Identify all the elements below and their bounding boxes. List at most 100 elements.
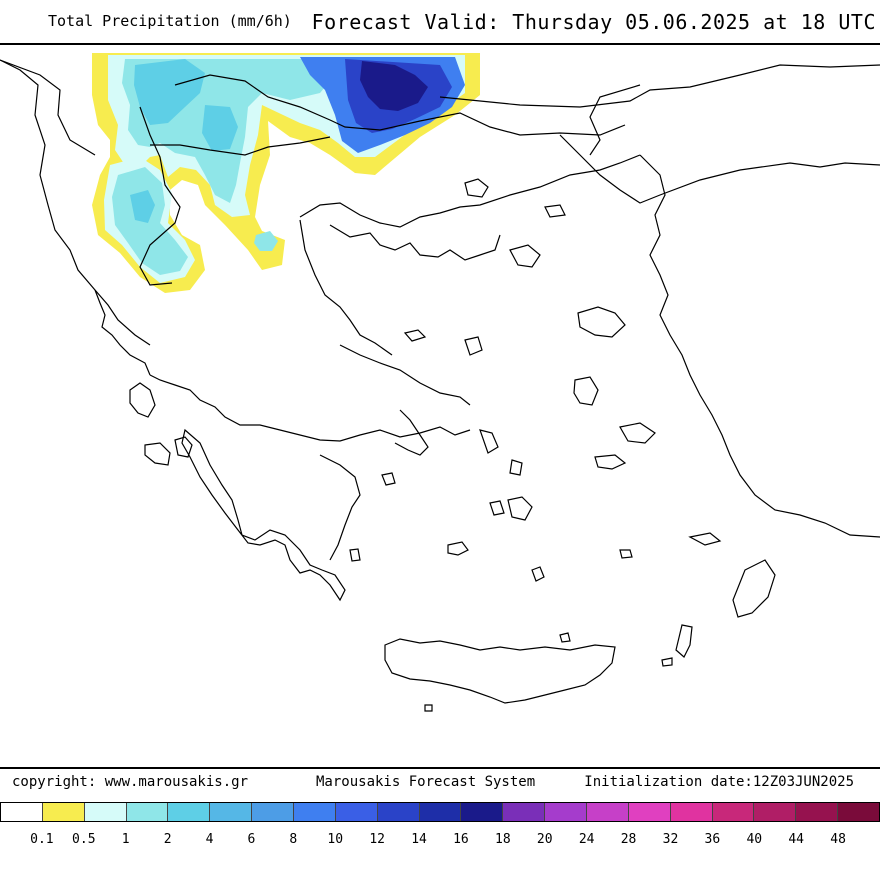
precip-area-intense-core [360,61,428,111]
island-paros [489,500,505,516]
legend-label: 0.5 [72,832,96,847]
copyright-text: copyright: www.marousakis.gr [12,774,249,790]
legend-swatch [1,803,43,821]
legend-label: 32 [662,832,679,847]
legend-swatch [294,803,336,821]
island-santorini [531,566,545,582]
legend-label: 18 [495,832,511,847]
legend-swatch [377,803,420,821]
legend-swatch [838,803,880,821]
legend-label: 10 [327,832,344,847]
legend-swatch [754,803,797,821]
precip-area-moderate-dot [254,231,278,251]
map-canvas [0,53,880,712]
island-ikaria [594,454,627,470]
legend-label: 4 [205,832,214,847]
precip-area-moderate-south [112,167,188,275]
legend-swatch [628,803,671,821]
legend-label: 8 [289,832,298,847]
product-title: Total Precipitation (mm/6h) [48,12,292,30]
legend-swatch [503,803,546,821]
legend-label: 6 [247,832,256,847]
island-tinos [509,459,523,476]
legend-swatch [126,803,169,821]
island-skyros [464,336,483,356]
legend-label: 14 [411,832,427,847]
forecast-valid-time: Forecast Valid: Thursday 05.06.2025 at 1… [311,10,876,34]
island-naxos [507,496,533,521]
legend-swatch [461,803,504,821]
precip-area-heavy-south [130,190,155,223]
map-footer: copyright: www.marousakis.gr Marousakis … [0,771,880,795]
island-rhodes [732,559,776,618]
legend-label: 2 [163,832,172,847]
island-kasos [661,657,673,667]
island-crete [384,638,616,704]
border-hungary [0,59,96,156]
legend-label: 48 [830,832,846,847]
coast-peloponnese-east [319,454,361,561]
precipitation-map [0,43,880,769]
island-thasos [464,178,489,198]
coast-chalkidiki [329,224,501,261]
island-samos [619,422,656,444]
legend-label: 36 [704,832,721,847]
legend-swatch [587,803,629,821]
legend-swatch [168,803,211,821]
legend-swatch [419,803,462,821]
coast-albania-epirus [94,289,151,376]
coast-peloponnese [181,428,346,602]
map-header: Total Precipitation (mm/6h) Forecast Val… [0,0,880,44]
legend-swatch [335,803,378,821]
island-kos [688,532,722,546]
legend-labels: 0.1 0.5 1 2 4 6 8 10 12 14 16 18 20 24 28 32 36 40 44 48 [0,832,880,852]
legend-label: 40 [746,832,763,847]
country-borders [0,59,880,286]
island-samothrace [544,204,566,218]
island-kythira [349,548,361,562]
legend-label: 1 [121,832,130,847]
coast-thessaly [299,219,393,356]
legend-label: 12 [369,832,385,847]
border-greece-north [150,136,331,156]
coast-adriatic [0,59,151,346]
legend-swatch [796,803,839,821]
border-turkey-west [559,134,880,204]
island-lemnos [509,244,541,268]
island-lesvos [577,306,626,338]
legend-label: 20 [536,832,553,847]
precip-area-heavy-west [134,59,205,125]
island-corfu [129,382,156,418]
island-milos [447,541,469,556]
coast-attica [394,409,429,456]
island-chios [573,376,599,406]
border-coast-bg [589,84,641,156]
legend-label: 16 [453,832,469,847]
system-name: Marousakis Forecast System [316,774,536,790]
coastlines [0,59,880,602]
island-small-1 [559,632,571,643]
legend-swatch [545,803,588,821]
coast-greece-west [149,374,471,442]
legend-swatch [42,803,85,821]
precip-legend: 0.1 0.5 1 2 4 6 8 10 12 14 16 18 20 24 28 32 36 40 44 48 [0,800,880,860]
island-sporades [403,329,427,342]
coast-northern-aegean [299,154,641,228]
legend-label: 0.1 [30,832,54,847]
legend-swatch [252,803,295,821]
precip-area-heavy-mid [202,105,238,151]
island-small-3 [619,549,633,559]
islands [129,178,776,712]
legend-label: 28 [620,832,637,847]
legend-label: 24 [578,832,595,847]
island-aegina [381,472,396,486]
border-coast-north [439,64,880,108]
island-kefalonia [144,442,171,466]
legend-swatch [712,803,755,821]
legend-label: 44 [788,832,805,847]
legend-swatch [670,803,713,821]
border-west-balkans [139,106,181,286]
coast-turkey-aegean [639,154,880,538]
island-karpathos [675,624,693,658]
island-andros [479,429,499,454]
